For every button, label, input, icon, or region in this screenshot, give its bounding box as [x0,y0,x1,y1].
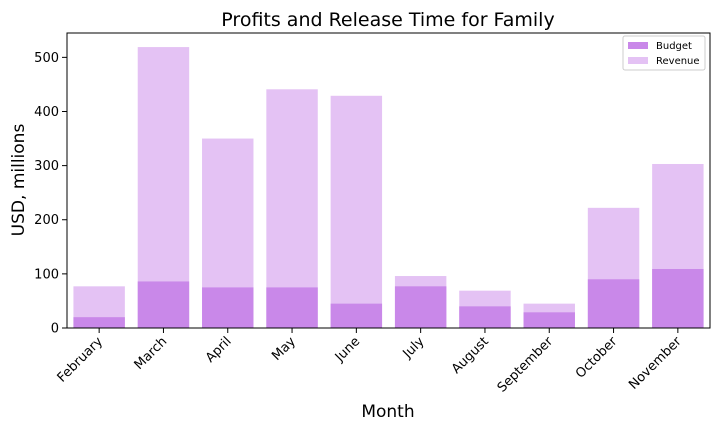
x-tick-label: July [400,334,428,362]
revenue-bar-march [137,47,190,328]
revenue-bar-june [330,95,383,328]
budget-bar-september [523,312,575,328]
budget-bar-august [459,306,511,328]
bars-layer [73,47,704,328]
legend-label-budget: Budget [656,41,692,52]
legend-swatch-budget [628,42,648,49]
x-tick-label: February [55,334,107,386]
legend-swatch-revenue [628,57,648,64]
x-tick-label: May [269,334,299,364]
x-tick-label: August [449,334,492,377]
budget-bar-november [652,269,704,328]
budget-bar-june [330,303,383,328]
y-tick-label: 400 [34,105,59,120]
budget-bar-october [587,279,640,328]
y-axis: 0 100 200 300 400 500 [34,51,67,337]
x-tick-label: October [573,334,621,382]
y-tick-label: 0 [51,322,59,337]
x-tick-label: November [626,334,685,393]
budget-bar-may [266,287,318,328]
x-tick-label: September [495,334,557,396]
x-axis: February March April May June July August Septe… [55,328,685,396]
chart-title: Profits and Release Time for Family [221,9,554,31]
budget-bar-april [202,287,254,328]
y-tick-label: 100 [34,267,59,282]
budget-bar-july [394,286,447,328]
legend: Budget Revenue [622,35,706,71]
x-tick-label: March [132,334,171,373]
plot-frame [66,32,711,329]
x-tick-label: June [332,334,363,365]
y-tick-label: 200 [34,213,59,228]
y-tick-label: 300 [34,159,59,174]
legend-label-revenue: Revenue [656,56,700,67]
y-axis-label: USD, millions [9,124,29,237]
budget-bar-march [137,281,190,328]
x-axis-label: Month [361,402,414,422]
x-tick-label: April [203,334,235,366]
budget-bar-february [73,317,125,328]
y-tick-label: 500 [34,51,59,66]
